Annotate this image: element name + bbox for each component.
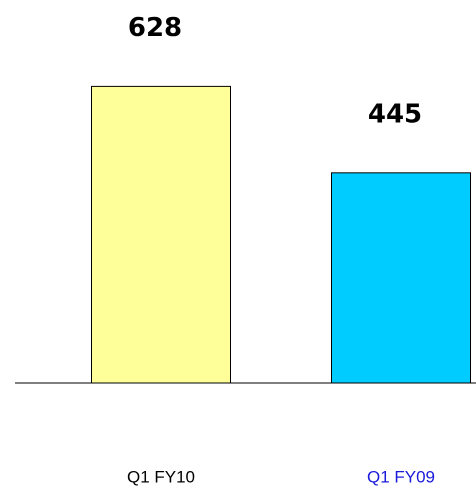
bar xyxy=(91,85,231,384)
x-tick-label: Q1 FY10 xyxy=(127,467,195,486)
value-label: 445 xyxy=(368,99,422,129)
x-tick-label: Q1 FY09 xyxy=(367,467,435,486)
value-label: 628 xyxy=(128,13,182,43)
bar xyxy=(331,172,471,384)
